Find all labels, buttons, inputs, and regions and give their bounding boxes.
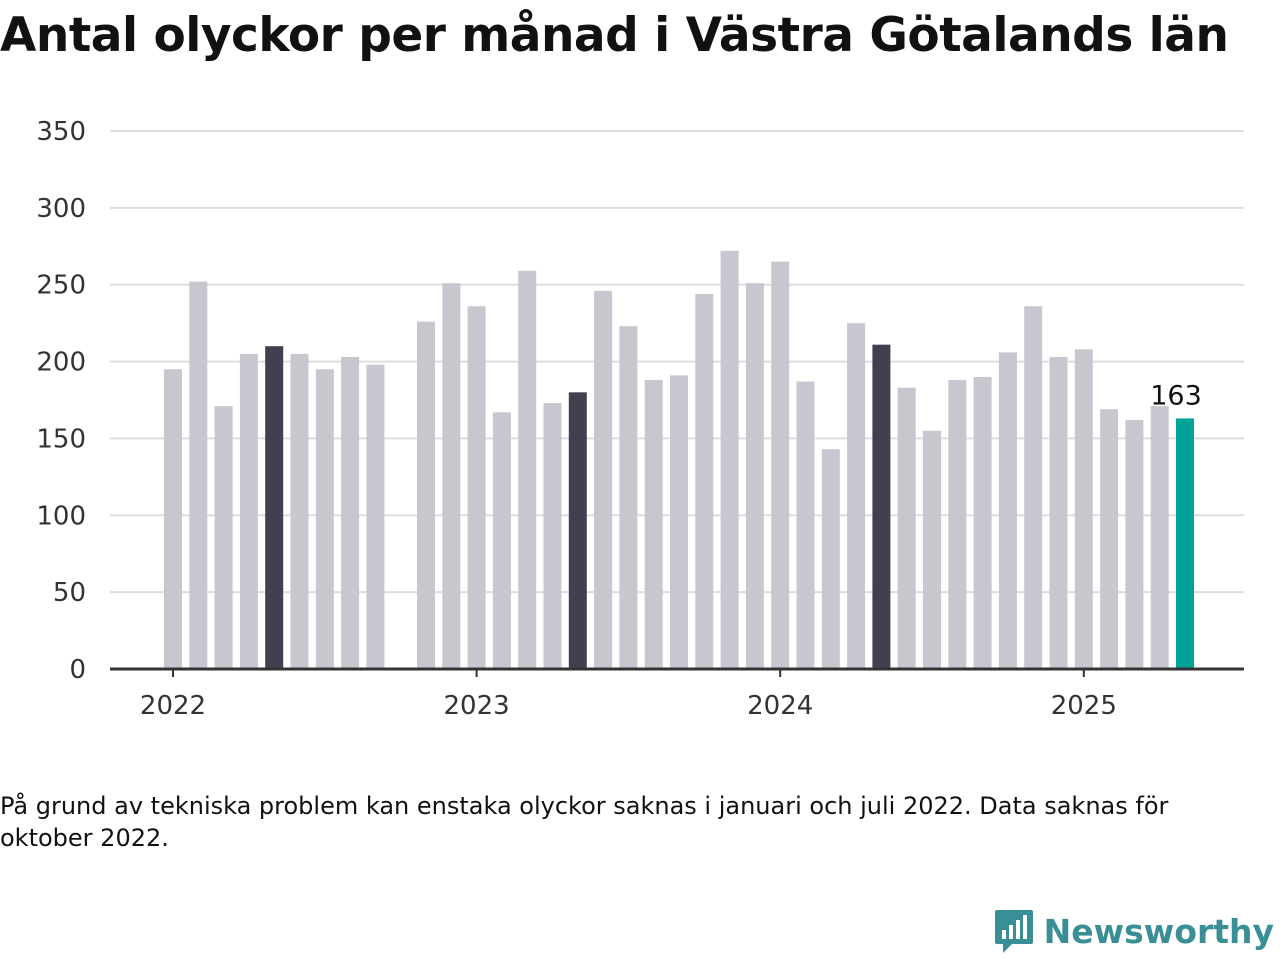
bar [771, 261, 790, 669]
y-tick-label: 50 [53, 578, 86, 608]
bar [341, 356, 360, 669]
bar [847, 323, 866, 669]
bar [796, 381, 815, 669]
bar [214, 406, 233, 669]
bar [568, 392, 587, 669]
bar [670, 375, 688, 669]
bar [1049, 356, 1068, 669]
brand-name: Newsworthy [1043, 911, 1274, 951]
bar [1100, 409, 1119, 669]
y-tick-label: 250 [36, 271, 86, 301]
bar [948, 380, 967, 669]
bar [543, 403, 562, 669]
bar [189, 281, 208, 669]
x-tick-label: 2022 [140, 691, 206, 721]
chart-bubble-logo-icon [994, 910, 1033, 953]
bar [492, 412, 511, 669]
bar [442, 283, 461, 669]
bar [745, 283, 764, 669]
bar [923, 430, 941, 669]
bar [1125, 419, 1144, 669]
bar [1024, 306, 1043, 669]
bar [239, 353, 258, 669]
x-tick-label: 2024 [747, 691, 813, 721]
bar [265, 346, 284, 669]
bar [1176, 418, 1194, 669]
bar [594, 290, 613, 669]
x-tick-label: 2023 [444, 691, 510, 721]
bar [872, 344, 891, 669]
bar [720, 250, 739, 669]
bar [315, 369, 334, 669]
bar [619, 326, 638, 669]
bar [695, 293, 714, 669]
bar [644, 380, 663, 669]
bar [821, 449, 840, 669]
newsworthy-brand[interactable]: Newsworthy [994, 908, 1274, 954]
bar [290, 353, 309, 669]
bar [467, 306, 486, 669]
bar [366, 364, 385, 669]
footnote: På grund av tekniska problem kan enstaka… [0, 792, 1169, 852]
bar-chart: 0 50 100 150 200 250 300 350 2022 2023 2024 2025 163 [36, 117, 1244, 721]
y-tick-label: 200 [36, 348, 86, 378]
y-tick-label: 100 [36, 501, 86, 531]
y-tick-label: 150 [36, 424, 86, 454]
bar [518, 270, 537, 669]
bar [164, 369, 182, 669]
bar [1074, 349, 1093, 669]
chart-title: Antal olyckor per månad i Västra Götalan… [0, 8, 1229, 63]
y-tick-label: 0 [69, 655, 86, 685]
bar [1150, 406, 1169, 669]
bar [417, 321, 435, 669]
bar [973, 376, 992, 669]
bar [998, 352, 1017, 669]
bar [897, 387, 916, 669]
x-tick-label: 2025 [1051, 691, 1117, 721]
latest-value-label: 163 [1150, 380, 1202, 411]
y-tick-label: 300 [36, 194, 86, 224]
y-tick-label: 350 [36, 117, 86, 147]
